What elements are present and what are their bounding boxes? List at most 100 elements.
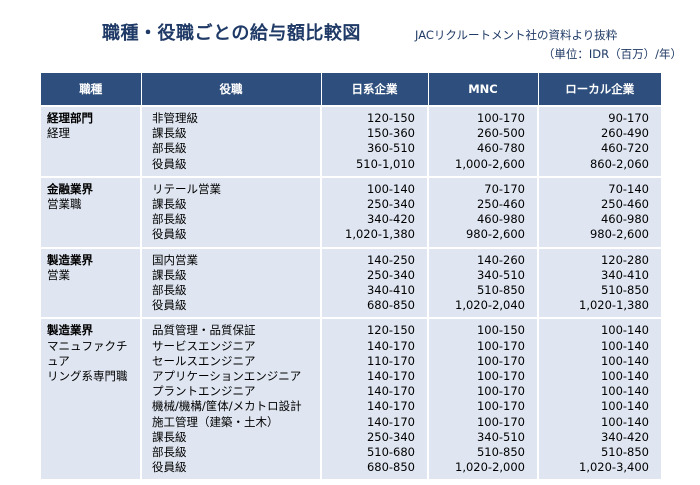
japanese-company-salary-value: 140-170 — [366, 338, 415, 353]
local-company-salary-value: 100-140 — [600, 399, 649, 414]
position-value: 非管理級 — [152, 111, 198, 125]
job-category-cell: 経理部門 経理 — [41, 105, 141, 177]
local-company-salary-value: 90-170 — [608, 111, 649, 125]
mnc-salary-value: 1,000-2,600 — [455, 156, 525, 171]
position-value: 役員級 — [152, 460, 187, 475]
local-company-salary-value: 100-140 — [600, 369, 649, 384]
local-company-salary-value: 510-850 — [600, 445, 649, 460]
source-note: JACリクルートメント社の資料より抜粋 — [415, 28, 618, 42]
table-header-row: 職種 役職 日系企業 MNC ローカル企業 — [41, 73, 661, 106]
local-company-salary-value: 100-140 — [600, 323, 649, 338]
local-company-salary-value: 120-280 — [600, 252, 649, 267]
local-company-salary-value: 460-980 — [600, 212, 649, 227]
mnc-salary-value: 100-170 — [476, 399, 525, 414]
local-company-salary-cell: 120-280 340-410 510-850 1,020-1,380 — [537, 246, 661, 319]
position-value: 課長級 — [152, 197, 187, 212]
page-header: 職種・役職ごとの給与額比較図 JACリクルートメント社の資料より抜粋 （単位：I… — [0, 0, 700, 72]
position-value: 施工管理（建築・土木） — [152, 414, 279, 429]
page-title: 職種・役職ごとの給与額比較図 — [102, 23, 361, 44]
table-row: 製造業界 営業 国内営業 課長級 部長級 役員級 140-250 250-340 340-410… — [41, 246, 661, 319]
mnc-salary-value: 70-170 — [484, 181, 525, 196]
local-company-salary-value: 100-140 — [600, 338, 649, 353]
japanese-company-salary-value: 140-170 — [366, 384, 415, 399]
mnc-salary-value: 340-510 — [476, 267, 525, 282]
position-cell: 非管理級 課長級 部長級 役員級 — [140, 105, 321, 177]
job-category-cell: 製造業界 営業 — [41, 246, 141, 319]
position-value: 部長級 — [152, 212, 187, 227]
japanese-company-salary-value: 140-170 — [366, 399, 415, 414]
local-company-salary-value: 860-2,060 — [589, 156, 649, 171]
unit-note: （単位：IDR（百万）/年） — [542, 47, 682, 61]
mnc-salary-value: 510-850 — [476, 283, 525, 298]
position-value: 部長級 — [152, 445, 187, 460]
japanese-company-salary-cell: 120-150 140-170 110-170 140-170 140-170 140-1… — [320, 317, 428, 480]
japanese-company-salary-value: 680-850 — [366, 298, 415, 313]
mnc-salary-cell: 100-170 260-500 460-780 1,000-2,600 — [427, 105, 538, 177]
position-cell: 国内営業 課長級 部長級 役員級 — [140, 246, 321, 319]
position-value: 役員級 — [152, 227, 187, 242]
local-company-salary-value: 510-850 — [600, 283, 649, 298]
job-category-name: 製造業界 — [47, 252, 93, 267]
japanese-company-salary-value: 340-420 — [366, 212, 415, 227]
column-header-position: 役職 — [140, 73, 321, 106]
position-cell: リテール営業 課長級 部長級 役員級 — [140, 175, 321, 248]
position-value: 部長級 — [152, 283, 187, 298]
japanese-company-salary-value: 120-150 — [366, 111, 415, 125]
local-company-salary-value: 100-140 — [600, 414, 649, 429]
job-category-name: 経理部門 — [47, 111, 93, 125]
japanese-company-salary-value: 250-340 — [366, 197, 415, 212]
mnc-salary-value: 510-850 — [476, 445, 525, 460]
table-row: 製造業界 マニュファクチュア リング系専門職 品質管理・品質保証 サービスエンジニア セー… — [41, 317, 661, 480]
mnc-salary-cell: 140-260 340-510 510-850 1,020-2,040 — [427, 246, 538, 319]
job-category-subtitle: 営業職 — [47, 197, 82, 212]
position-value: 課長級 — [152, 126, 187, 141]
mnc-salary-value: 980-2,600 — [465, 227, 525, 242]
local-company-salary-value: 1,020-3,400 — [579, 460, 649, 475]
table-row: 金融業界 営業職 リテール営業 課長級 部長級 役員級 100-140 250-340 340-… — [41, 175, 661, 248]
local-company-salary-value: 340-410 — [600, 267, 649, 282]
job-category-subtitle: リング系専門職 — [47, 369, 128, 384]
job-category-name: 製造業界 — [47, 323, 93, 338]
job-category-subtitle: 営業 — [47, 267, 70, 282]
position-value: 品質管理・品質保証 — [152, 323, 256, 338]
mnc-salary-value: 140-260 — [476, 252, 525, 267]
mnc-salary-value: 100-170 — [476, 353, 525, 368]
position-value: 機械/機構/筐体/メカトロ設計 — [152, 399, 302, 414]
local-company-salary-value: 260-490 — [600, 126, 649, 141]
mnc-salary-value: 100-170 — [476, 111, 525, 125]
local-company-salary-value: 980-2,600 — [589, 227, 649, 242]
local-company-salary-value: 250-460 — [600, 197, 649, 212]
japanese-company-salary-value: 360-510 — [366, 141, 415, 156]
japanese-company-salary-cell: 120-150 150-360 360-510 510-1,010 — [320, 105, 428, 177]
japanese-company-salary-value: 150-360 — [366, 126, 415, 141]
japanese-company-salary-value: 110-170 — [366, 353, 415, 368]
japanese-company-salary-value: 250-340 — [366, 267, 415, 282]
position-value: アプリケーションエンジニア — [152, 369, 302, 384]
japanese-company-salary-value: 140-170 — [366, 414, 415, 429]
mnc-salary-value: 100-170 — [476, 338, 525, 353]
mnc-salary-value: 100-150 — [476, 323, 525, 338]
job-category-subtitle: 経理 — [47, 126, 70, 141]
mnc-salary-value: 460-980 — [476, 212, 525, 227]
mnc-salary-value: 100-170 — [476, 384, 525, 399]
column-header-mnc: MNC — [427, 73, 538, 106]
mnc-salary-value: 250-460 — [476, 197, 525, 212]
local-company-salary-value: 100-140 — [600, 384, 649, 399]
position-value: セールスエンジニア — [152, 353, 256, 368]
job-category-cell: 製造業界 マニュファクチュア リング系専門職 — [41, 317, 141, 480]
local-company-salary-value: 1,020-1,380 — [579, 298, 649, 313]
mnc-salary-value: 1,020-2,000 — [455, 460, 525, 475]
salary-table-container: 職種 役職 日系企業 MNC ローカル企業 経理部門 経理 非管理級 課長級 部長級 役員… — [41, 73, 661, 480]
mnc-salary-value: 340-510 — [476, 429, 525, 444]
position-cell: 品質管理・品質保証 サービスエンジニア セールスエンジニア アプリケーションエンジニア… — [140, 317, 321, 480]
column-header-japanese-company: 日系企業 — [320, 73, 428, 106]
position-value: 役員級 — [152, 298, 187, 313]
table-row: 経理部門 経理 非管理級 課長級 部長級 役員級 120-150 150-360 360-510… — [41, 105, 661, 177]
mnc-salary-value: 1,020-2,040 — [455, 298, 525, 313]
mnc-salary-cell: 70-170 250-460 460-980 980-2,600 — [427, 175, 538, 248]
mnc-salary-value: 260-500 — [476, 126, 525, 141]
japanese-company-salary-value: 250-340 — [366, 429, 415, 444]
column-header-job-type: 職種 — [41, 73, 141, 106]
local-company-salary-cell: 70-140 250-460 460-980 980-2,600 — [537, 175, 661, 248]
mnc-salary-value: 100-170 — [476, 414, 525, 429]
